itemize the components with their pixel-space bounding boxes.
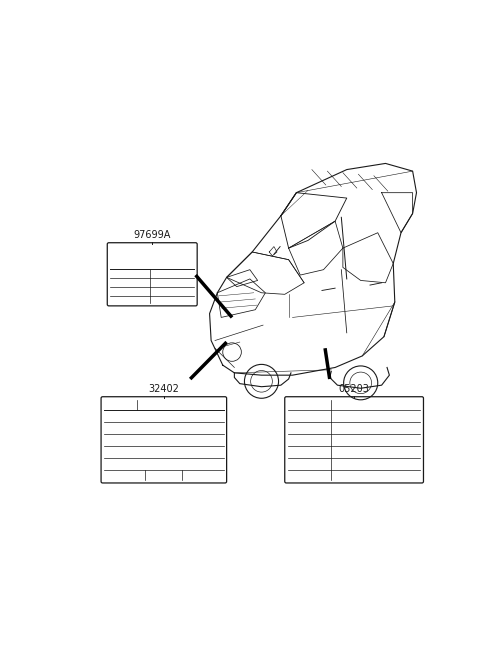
Text: 97699A: 97699A [133,230,171,240]
Text: 32402: 32402 [148,384,180,394]
Text: 05203: 05203 [339,384,370,394]
